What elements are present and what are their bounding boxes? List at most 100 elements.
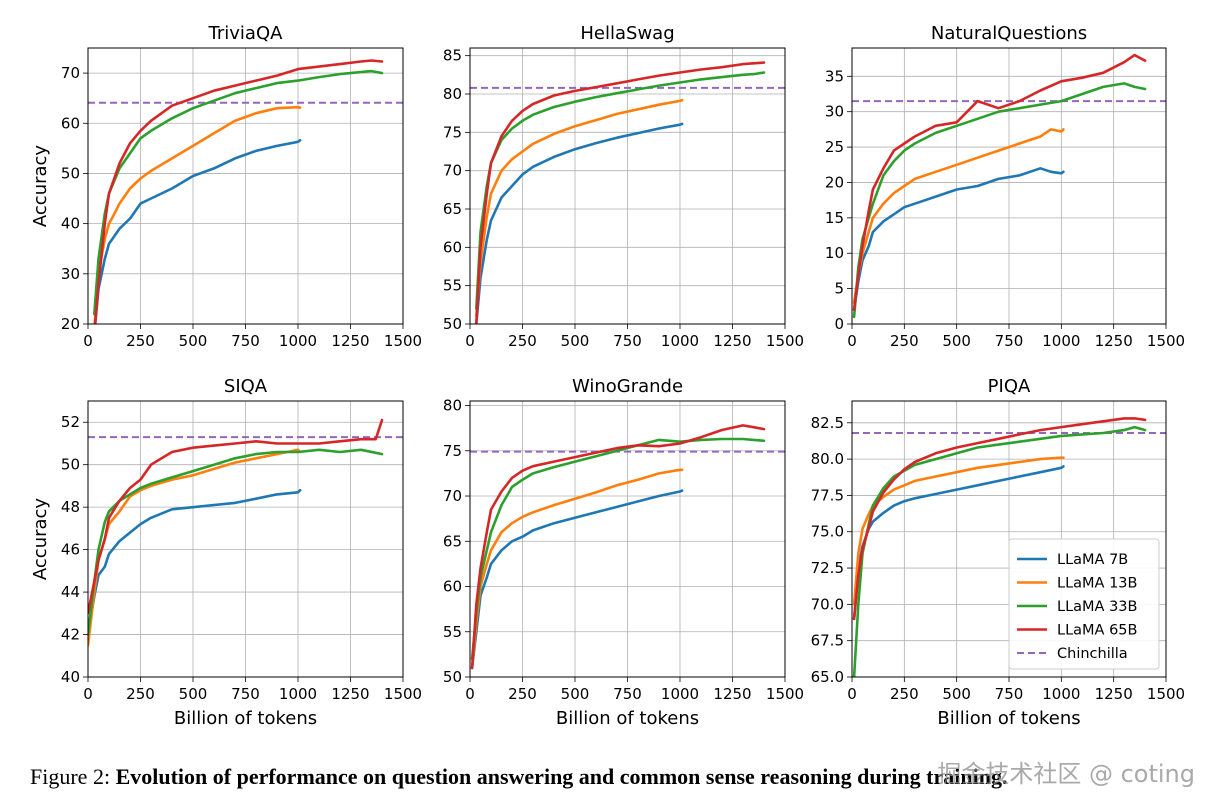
x-tick-label: 500 (561, 685, 590, 703)
legend-label-llama-33b: LLaMA 33B (1057, 599, 1137, 615)
legend-label-llama-65b: LLaMA 65B (1057, 623, 1137, 639)
x-tick-label: 0 (83, 332, 93, 350)
y-tick-label: 70 (61, 64, 80, 82)
x-tick-label: 1500 (384, 685, 422, 703)
x-tick-label: 1500 (1147, 332, 1185, 350)
series-line-llama-7b (93, 139, 302, 324)
series-group (852, 417, 1147, 677)
x-tick-label: 1250 (1095, 685, 1133, 703)
y-axis-label: Accuracy (30, 498, 51, 581)
y-tick-label: 75 (443, 123, 462, 141)
plot-frame (469, 400, 786, 678)
series-line-llama-7b (470, 489, 684, 670)
series-line-llama-33b (470, 437, 766, 661)
x-tick-label: 750 (995, 332, 1024, 350)
x-axis-label: Billion of tokens (556, 708, 699, 729)
x-tick-label: 1000 (661, 332, 699, 350)
x-tick-label: 1250 (331, 685, 369, 703)
y-tick-label: 50 (443, 315, 462, 333)
y-tick-label: 50 (61, 456, 80, 474)
y-tick-label: 55 (443, 277, 462, 295)
x-tick-label: 500 (561, 332, 590, 350)
chart-panel-siqa: 0 250 500 750 1000 1250 1500 40 42 44 46 48 50 52 SIQA… (30, 376, 422, 729)
x-tick-label: 1250 (713, 685, 751, 703)
chart-panel-triviaqa: 0 250 500 750 1000 1250 1500 20 30 40 50 60 70 Trivia… (30, 23, 422, 350)
y-tick-label: 65 (443, 532, 462, 550)
y-tick-label: 15 (825, 209, 844, 227)
x-tick-label: 500 (942, 685, 971, 703)
series-line-llama-13b (475, 98, 684, 318)
series-group (852, 53, 1147, 319)
x-axis-label: Billion of tokens (937, 708, 1080, 729)
caption-title: Evolution of performance on question ans… (115, 764, 1008, 789)
y-tick-label: 20 (825, 173, 844, 191)
y-tick-label: 60 (61, 114, 80, 132)
y-tick-label: 72.5 (811, 559, 844, 577)
chart-title: TriviaQA (208, 23, 284, 44)
series-group (470, 424, 766, 670)
x-tick-label: 250 (890, 332, 919, 350)
x-tick-label: 1250 (331, 332, 369, 350)
legend-box (1008, 538, 1160, 670)
legend: LLaMA 7B LLaMA 13B LLaMA 33B LLaMA 65B Chinc… (1008, 538, 1160, 670)
series-line-llama-7b (88, 488, 302, 636)
plot-frame (851, 400, 1167, 678)
series-line-llama-13b (93, 105, 302, 324)
y-tick-label: 80.0 (811, 450, 844, 468)
series-line-llama-65b (470, 424, 766, 670)
x-tick-label: 250 (508, 685, 537, 703)
y-axis-label: Accuracy (30, 145, 51, 228)
x-tick-label: 1500 (766, 685, 804, 703)
chart-title: PIQA (988, 376, 1031, 397)
series-line-llama-65b (93, 59, 384, 324)
legend-label-llama-7b: LLaMA 7B (1057, 552, 1128, 568)
x-tick-label: 1500 (384, 332, 422, 350)
x-tick-label: 750 (231, 332, 260, 350)
x-tick-label: 1250 (713, 332, 751, 350)
x-axis-label: Billion of tokens (174, 708, 317, 729)
y-tick-label: 80 (443, 85, 462, 103)
x-tick-label: 250 (890, 685, 919, 703)
x-tick-label: 500 (942, 332, 971, 350)
y-tick-label: 67.5 (811, 632, 844, 650)
y-tick-label: 52 (61, 413, 80, 431)
y-tick-label: 50 (443, 668, 462, 686)
x-tick-label: 1000 (279, 332, 317, 350)
x-tick-label: 250 (126, 685, 155, 703)
chart-panel-winogrande: 0 250 500 750 1000 1250 1500 50 55 60 65 70 75 80 Wino… (443, 376, 804, 729)
y-tick-label: 20 (61, 315, 80, 333)
y-tick-label: 65 (443, 200, 462, 218)
x-tick-label: 250 (508, 332, 537, 350)
x-tick-label: 1000 (279, 685, 317, 703)
x-tick-label: 0 (465, 685, 475, 703)
y-tick-label: 46 (61, 541, 80, 559)
caption-prefix: Figure 2: (30, 764, 111, 789)
x-tick-label: 250 (126, 332, 155, 350)
x-tick-label: 0 (465, 332, 475, 350)
y-tick-label: 55 (443, 623, 462, 641)
x-tick-label: 1500 (1147, 685, 1185, 703)
series-group (93, 59, 384, 324)
chart-title: NaturalQuestions (931, 23, 1087, 44)
series-line-llama-7b (475, 122, 684, 324)
y-tick-label: 70 (443, 487, 462, 505)
y-tick-label: 35 (825, 67, 844, 85)
chart-panel-hellaswag: 0 250 500 750 1000 1250 1500 50 55 60 65 70 75 80 85 He… (443, 23, 804, 350)
figure-caption: Figure 2: Evolution of performance on qu… (30, 764, 1210, 790)
legend-label-chinchilla: Chinchilla (1057, 646, 1128, 662)
chart-title: SIQA (224, 376, 268, 397)
y-tick-label: 25 (825, 138, 844, 156)
y-tick-label: 70.0 (811, 595, 844, 613)
plot-frame (469, 47, 786, 325)
series-line-llama-65b (88, 418, 384, 615)
x-tick-label: 500 (179, 332, 208, 350)
y-tick-label: 50 (61, 164, 80, 182)
series-line-llama-65b (852, 417, 1147, 621)
series-line-llama-33b (852, 82, 1147, 319)
plot-frame (851, 47, 1167, 325)
y-tick-label: 60 (443, 238, 462, 256)
x-tick-label: 0 (847, 685, 857, 703)
y-tick-label: 0 (834, 315, 844, 333)
series-group (88, 418, 384, 647)
x-tick-label: 750 (995, 685, 1024, 703)
